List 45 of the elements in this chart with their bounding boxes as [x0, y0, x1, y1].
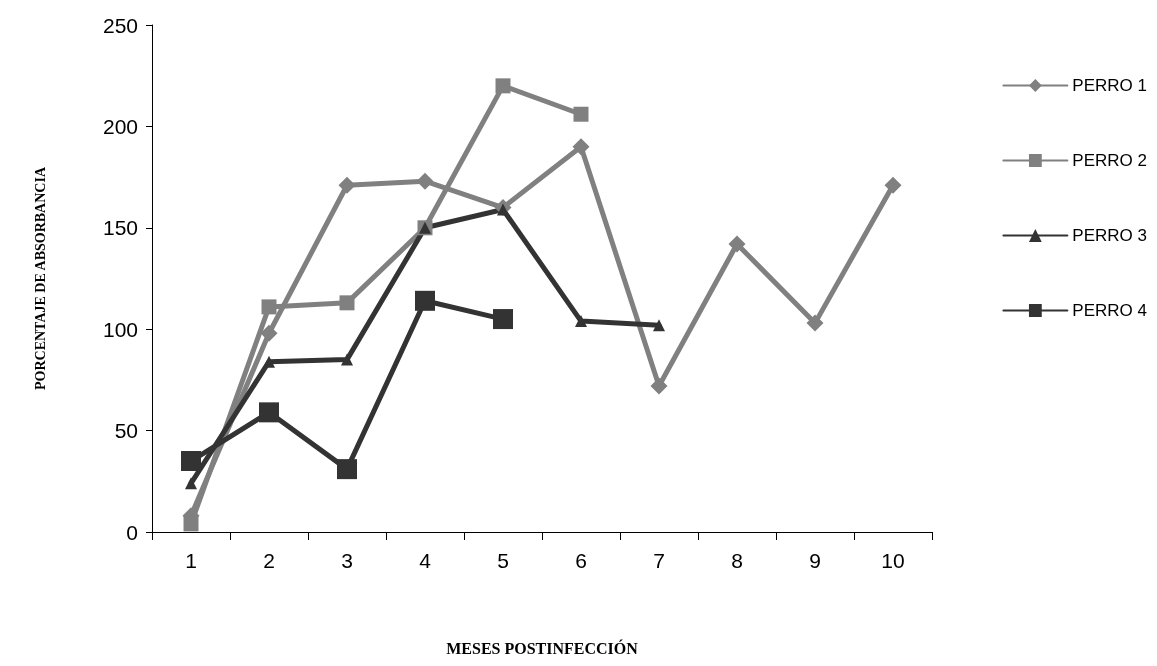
point: [572, 138, 590, 156]
legend-label: PERRO 1: [1072, 76, 1148, 95]
point: [653, 319, 665, 332]
legend-label: PERRO 3: [1072, 226, 1148, 245]
point: [338, 176, 356, 194]
x-tick-label: 10: [881, 549, 905, 572]
x-tick-label: 3: [341, 549, 353, 572]
point: [337, 459, 357, 480]
point: [493, 309, 513, 330]
point: [416, 172, 434, 190]
y-axis-title: PORCENTAJE DE ABSORBANCIA: [32, 166, 48, 390]
point: [339, 295, 355, 311]
x-tick-label: 2: [263, 549, 275, 572]
x-tick-label: 5: [497, 549, 509, 572]
point: [181, 451, 201, 472]
x-tick-label: 6: [575, 549, 587, 572]
point: [341, 353, 353, 366]
x-axis-title: MESES POSTINFECCIÓN: [446, 638, 639, 657]
legend-label: PERRO 4: [1072, 301, 1148, 320]
x-tick-label: 4: [419, 549, 432, 572]
point: [263, 355, 275, 368]
legend-label: PERRO 2: [1072, 151, 1148, 170]
y-tick-label: 100: [102, 317, 138, 341]
y-tick-label: 150: [102, 216, 138, 240]
point: [884, 176, 902, 194]
point: [261, 299, 277, 315]
y-tick-label: 50: [114, 419, 138, 443]
x-tick-label: 1: [185, 549, 197, 572]
x-tick-label: 8: [731, 549, 743, 572]
point: [415, 290, 435, 311]
y-tick-label: 200: [102, 114, 138, 138]
point: [573, 106, 589, 122]
point: [806, 314, 824, 332]
point: [183, 516, 199, 532]
point: [575, 315, 587, 328]
point: [728, 235, 746, 253]
x-tick-label: 9: [809, 549, 821, 572]
y-tick-label: 0: [126, 520, 138, 544]
point: [495, 78, 511, 94]
point: [185, 477, 197, 490]
point: [260, 324, 278, 342]
y-tick-label: 250: [102, 13, 138, 37]
point: [650, 377, 668, 395]
point: [259, 402, 279, 423]
x-tick-label: 7: [653, 549, 665, 572]
